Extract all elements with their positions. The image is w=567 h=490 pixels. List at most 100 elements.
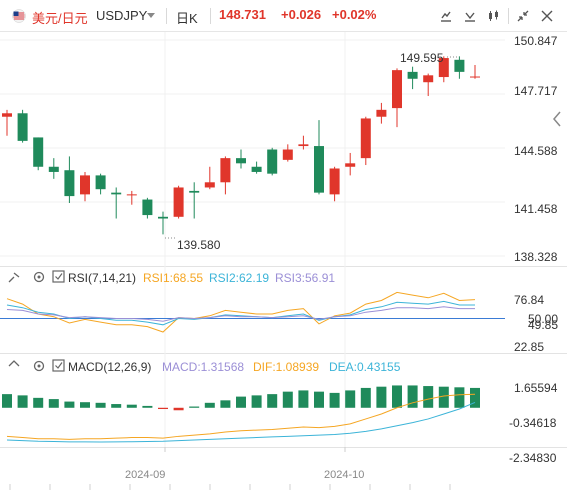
macd-lines xyxy=(6,393,476,443)
macd-bar xyxy=(64,401,75,408)
candle-body xyxy=(126,194,137,196)
candle-body xyxy=(48,166,59,172)
collapse-icon[interactable] xyxy=(13,272,20,278)
price-axis-label: 147.717 xyxy=(514,84,558,98)
candle-body xyxy=(251,166,262,172)
date-axis-label: 2024-10 xyxy=(324,469,364,481)
macd-bar xyxy=(454,387,465,408)
candle-body xyxy=(423,75,434,83)
candle-body xyxy=(407,71,418,79)
candle-body xyxy=(80,175,90,195)
candle-body xyxy=(470,76,480,78)
dif-line xyxy=(6,393,476,440)
rsi-title: RSI(7,14,21) xyxy=(68,271,136,285)
candle-style-button[interactable] xyxy=(484,6,504,26)
macd-axis-label: -0.34618 xyxy=(509,416,557,430)
candles xyxy=(2,56,480,235)
chevron-down-icon[interactable] xyxy=(147,13,155,19)
dea-line xyxy=(6,401,476,443)
collapse-icon[interactable] xyxy=(8,360,20,367)
settings-icon[interactable] xyxy=(33,271,45,283)
indicator-icon xyxy=(465,12,475,22)
candle-body xyxy=(298,144,309,147)
macd-bar xyxy=(111,404,122,408)
period-selector[interactable]: 日K xyxy=(176,11,198,26)
close-button[interactable] xyxy=(537,6,557,26)
macd-bar xyxy=(470,387,480,408)
macd-axis-label: -2.34830 xyxy=(509,451,557,465)
candle-body xyxy=(158,216,168,219)
candle-body xyxy=(376,109,387,117)
candle-body xyxy=(2,113,12,117)
macd-bar xyxy=(423,386,434,408)
candle-body xyxy=(360,118,371,159)
pair-code[interactable]: USDJPY xyxy=(96,8,148,23)
macd-bar xyxy=(360,387,371,408)
macd-title: MACD(12,26,9) xyxy=(68,360,151,374)
rsi-axis-label: 76.84 xyxy=(514,293,544,307)
divider xyxy=(508,8,509,24)
candle-body xyxy=(173,187,184,217)
macd-bar xyxy=(204,402,215,408)
macd-bar xyxy=(282,391,293,408)
macd-bar xyxy=(220,400,231,408)
macd-value: MACD:1.31568 xyxy=(162,360,244,374)
pair-name[interactable]: 美元/日元 xyxy=(32,11,88,26)
divider xyxy=(166,8,167,24)
rsi-legend: RSI(7,14,21) RSI1:68.55 RSI2:62.19 RSI3:… xyxy=(8,270,335,285)
chart-area[interactable]: 150.847 147.717 144.588 141.458 138.328 … xyxy=(0,32,567,490)
compress-button[interactable] xyxy=(513,6,533,26)
macd-bar xyxy=(392,385,402,408)
current-price: 148.731 xyxy=(219,7,266,22)
macd-bar xyxy=(33,397,44,408)
price-change-percent: +0.02% xyxy=(332,7,377,22)
price-axis-label: 138.328 xyxy=(514,250,558,264)
candle-body xyxy=(236,158,246,164)
candle-body xyxy=(95,175,106,190)
checkbox-icon[interactable] xyxy=(52,270,65,283)
macd-bar xyxy=(298,390,309,408)
dea-value: DEA:0.43155 xyxy=(329,360,401,374)
rsi-axis-label: 22.85 xyxy=(514,340,544,354)
macd-bar xyxy=(80,402,90,408)
low-price-label: 139.580 xyxy=(177,238,221,252)
macd-bar xyxy=(48,399,59,408)
macd-legend: MACD(12,26,9) MACD:1.31568 DIF:1.08939 D… xyxy=(8,359,401,374)
price-axis-label: 141.458 xyxy=(514,202,558,216)
line-tool-button[interactable] xyxy=(436,6,456,26)
candle-body xyxy=(282,149,293,160)
chevron-left-icon[interactable] xyxy=(553,111,561,127)
rsi3-value: RSI3:56.91 xyxy=(275,271,335,285)
rsi3-line xyxy=(6,306,475,322)
candle-body xyxy=(438,58,449,78)
divider xyxy=(210,8,211,24)
macd-bar xyxy=(438,386,449,408)
dif-value: DIF:1.08939 xyxy=(253,360,319,374)
macd-bar xyxy=(173,407,184,411)
checkbox-icon[interactable] xyxy=(52,359,65,372)
candle-body xyxy=(329,168,340,195)
settings-icon[interactable] xyxy=(33,360,45,372)
toolbar: 美元/日元 USDJPY 日K 148.731 +0.026 +0.02% xyxy=(0,0,567,32)
candle-body xyxy=(267,149,278,174)
line-tool-icon xyxy=(441,11,451,22)
candle-body xyxy=(204,182,215,188)
macd-bar xyxy=(95,402,106,408)
macd-bar xyxy=(142,405,153,408)
date-axis-label: 2024-09 xyxy=(125,469,165,481)
date-scroll-ticks[interactable] xyxy=(9,484,451,490)
compress-icon xyxy=(517,10,529,22)
macd-bar xyxy=(376,386,387,408)
macd-bar xyxy=(329,392,340,408)
candle-body xyxy=(111,192,122,195)
macd-bar xyxy=(267,394,278,408)
macd-bar xyxy=(345,390,356,408)
flag-icon xyxy=(12,9,26,23)
macd-bar xyxy=(126,404,137,408)
candle-body xyxy=(454,59,465,72)
macd-histogram xyxy=(2,385,480,411)
indicator-button[interactable] xyxy=(460,6,480,26)
rsi1-line xyxy=(6,291,476,333)
rsi1-value: RSI1:68.55 xyxy=(143,271,203,285)
candle-body xyxy=(314,146,324,193)
